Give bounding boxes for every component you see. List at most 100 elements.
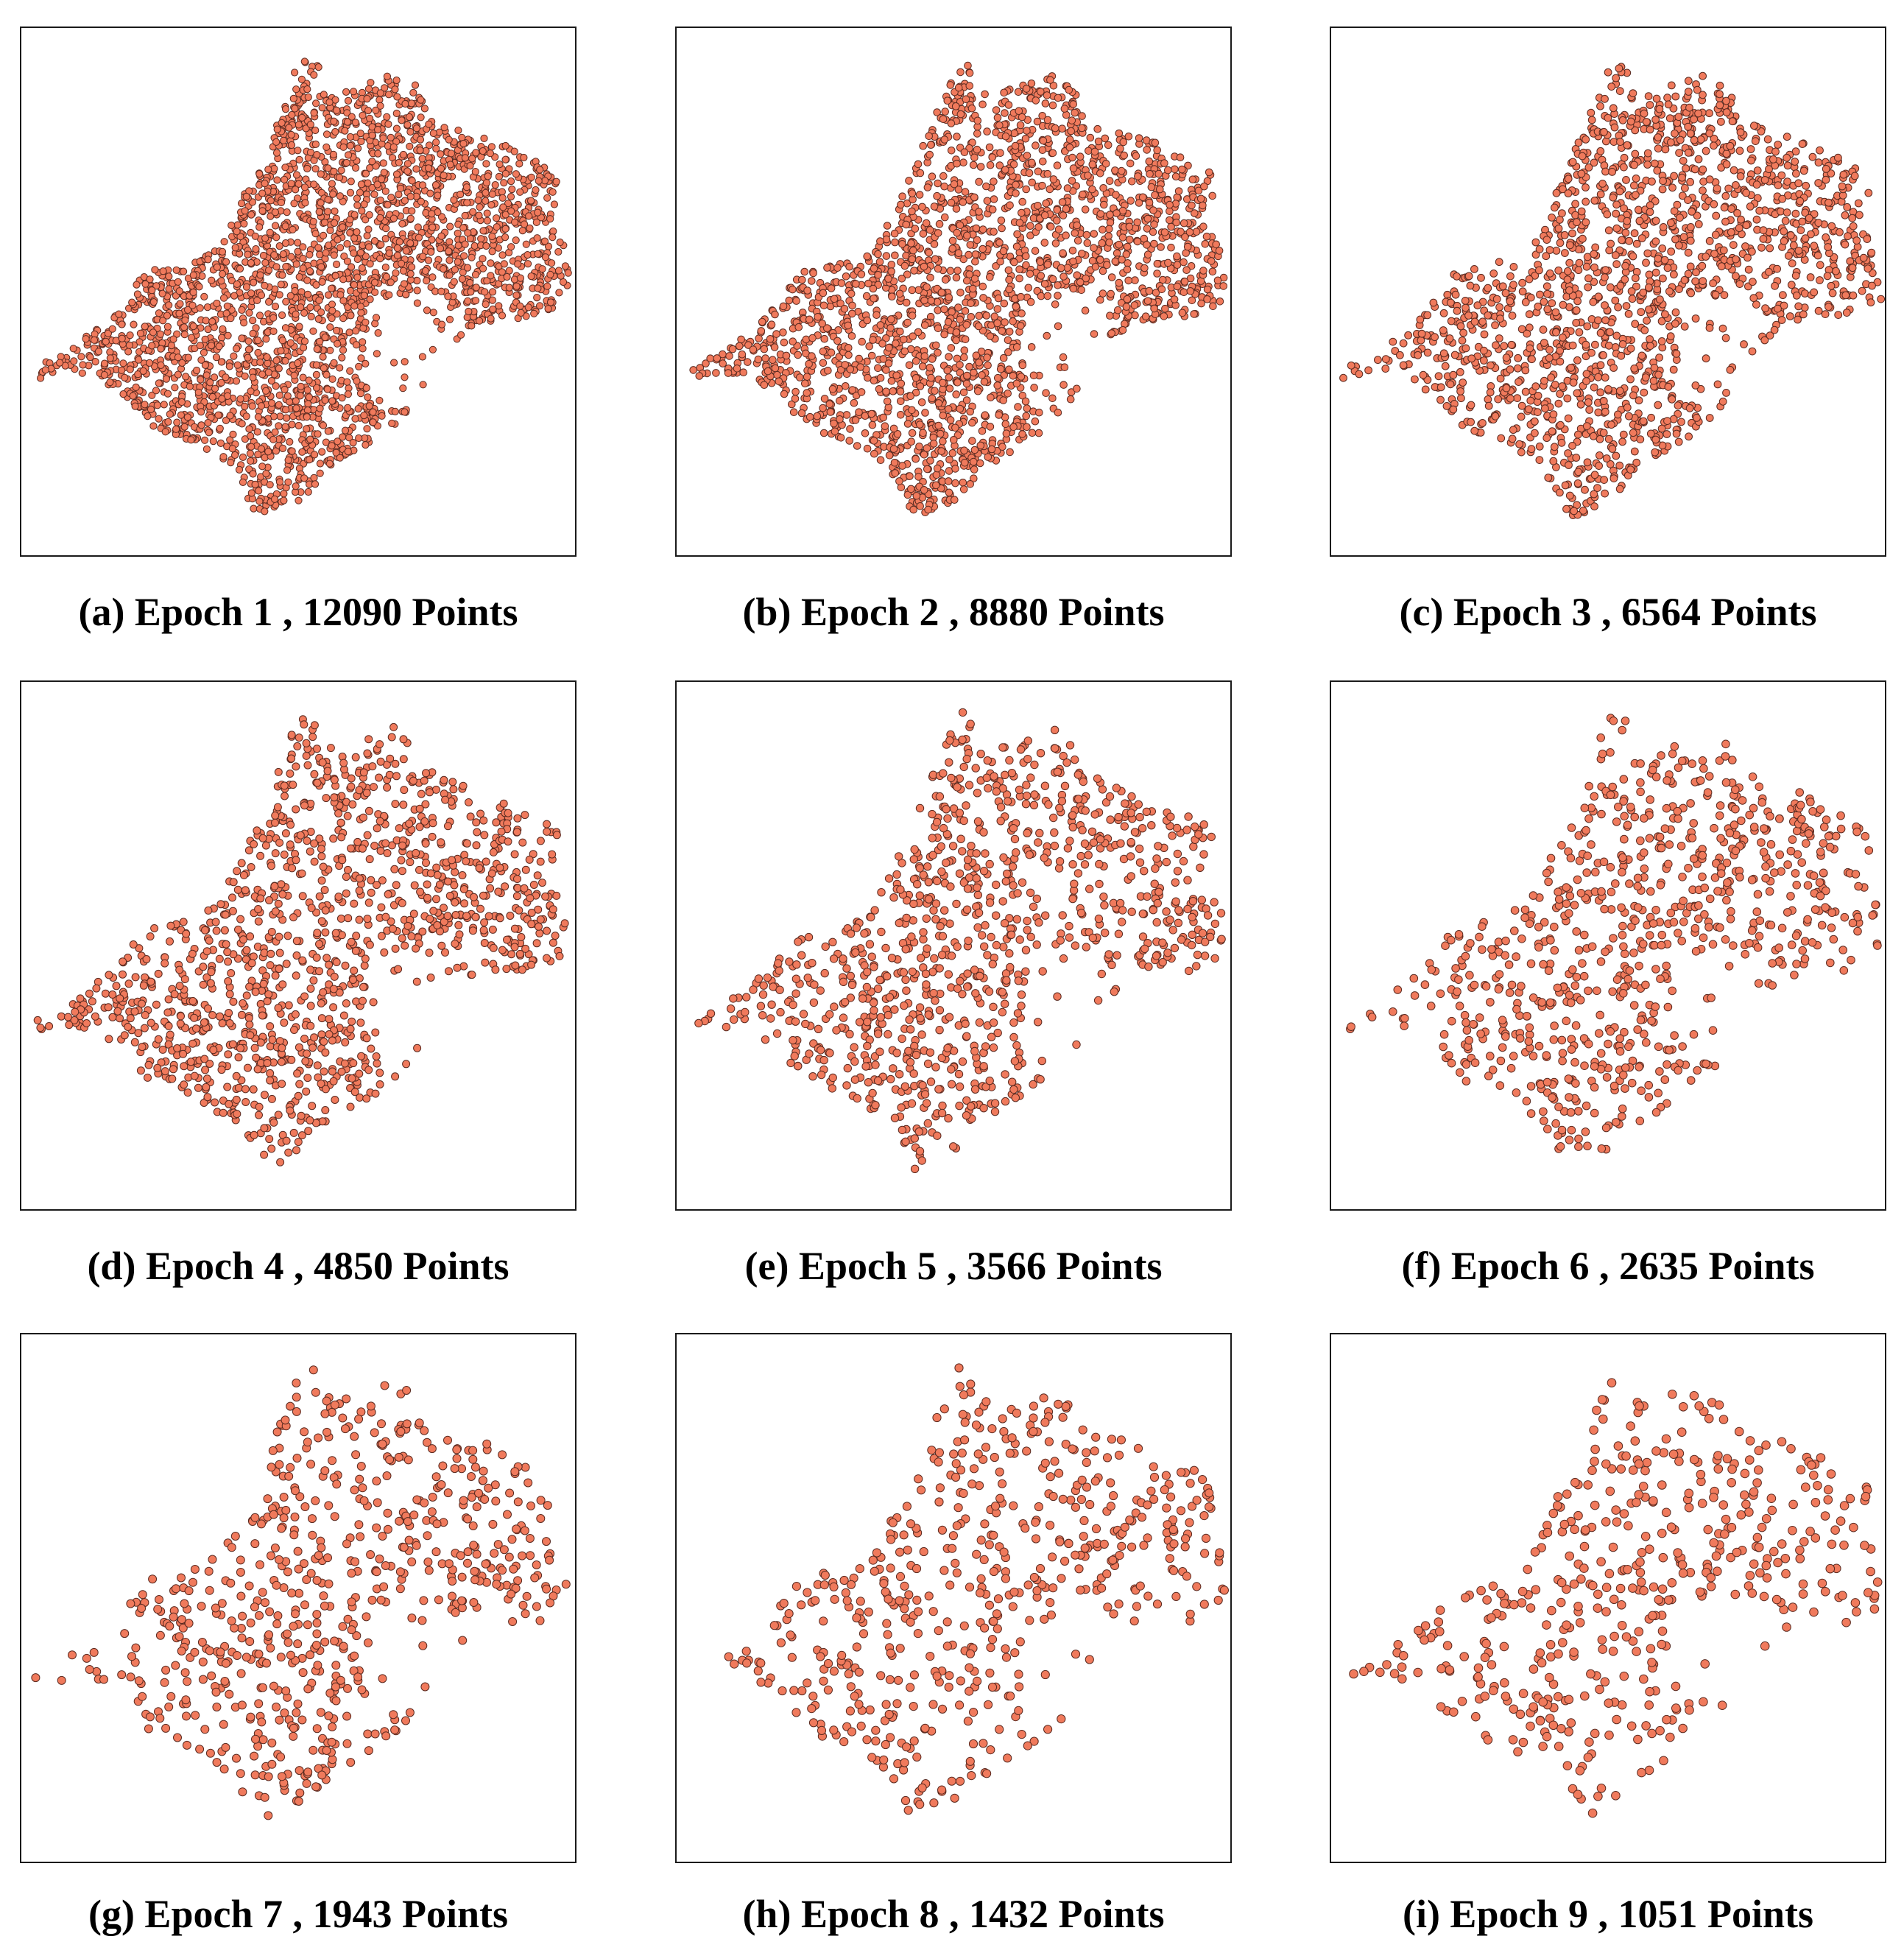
point-mark (222, 309, 230, 317)
point-mark (406, 270, 415, 278)
point-mark (954, 249, 963, 258)
point-mark (330, 117, 338, 125)
point-mark (262, 387, 270, 395)
point-mark (1143, 146, 1152, 154)
point-mark (1001, 318, 1009, 326)
point-mark (153, 401, 161, 409)
point-mark (356, 303, 364, 311)
point-mark (217, 277, 225, 285)
point-mark (1157, 285, 1166, 294)
point-mark (779, 302, 788, 311)
point-mark (366, 114, 374, 122)
point-mark (819, 359, 828, 367)
point-mark (1595, 462, 1604, 470)
point-mark (945, 293, 953, 302)
point-mark (956, 404, 965, 413)
point-mark (840, 305, 849, 313)
point-mark (487, 259, 495, 267)
point-mark (794, 323, 803, 331)
point-mark (994, 294, 1003, 303)
point-mark (1082, 274, 1090, 283)
point-mark (990, 195, 998, 203)
point-mark (912, 374, 920, 382)
point-mark (286, 292, 295, 300)
point-mark (930, 240, 939, 248)
point-mark (1031, 417, 1040, 426)
point-mark (1015, 274, 1023, 283)
point-mark (1047, 222, 1055, 231)
point-mark (421, 267, 430, 275)
point-mark (213, 263, 221, 271)
point-mark (1122, 303, 1131, 311)
point-mark (292, 85, 300, 94)
point-mark (459, 224, 468, 232)
point-mark (1106, 211, 1114, 219)
point-mark (353, 273, 362, 281)
point-mark (391, 85, 399, 94)
point-mark (805, 412, 814, 421)
point-mark (172, 266, 180, 274)
point-mark (1164, 166, 1172, 175)
point-mark (826, 408, 835, 416)
point-mark (408, 263, 416, 271)
point-mark (803, 373, 811, 381)
point-mark (135, 356, 143, 364)
point-mark (1173, 261, 1182, 270)
point-mark (370, 190, 378, 198)
point-mark (1643, 249, 1652, 258)
point-mark (973, 145, 981, 154)
point-mark (418, 353, 427, 361)
point-mark (921, 409, 929, 417)
point-mark (944, 477, 953, 485)
point-mark (167, 342, 175, 350)
point-mark (314, 315, 322, 323)
point-mark (247, 457, 255, 465)
point-mark (1182, 266, 1191, 275)
point-mark (388, 419, 396, 428)
point-mark (1000, 299, 1009, 308)
point-mark (283, 392, 292, 400)
point-mark (165, 272, 173, 281)
point-mark (1158, 275, 1167, 284)
point-mark (269, 314, 278, 322)
point-mark (306, 267, 314, 275)
point-mark (944, 405, 953, 413)
point-mark (323, 385, 331, 393)
point-mark (1046, 76, 1054, 84)
point-mark (382, 272, 390, 281)
point-mark (165, 285, 173, 293)
point-mark (275, 422, 283, 430)
point-mark (956, 361, 964, 369)
point-mark (998, 443, 1006, 451)
point-mark (303, 276, 311, 284)
point-mark (918, 203, 926, 211)
point-mark (533, 294, 541, 302)
point-mark (233, 221, 241, 229)
point-mark (1111, 257, 1120, 266)
point-mark (1068, 153, 1076, 162)
point-mark (445, 256, 454, 264)
map-frame-a (20, 27, 577, 557)
point-mark (1066, 395, 1075, 404)
point-mark (294, 359, 302, 367)
point-mark (477, 235, 485, 243)
point-mark (996, 365, 1005, 373)
point-mark (841, 361, 849, 369)
point-mark (215, 342, 223, 351)
point-mark (956, 221, 965, 230)
point-mark (851, 416, 860, 424)
point-mark (230, 352, 238, 360)
point-mark (358, 264, 366, 272)
point-mark (444, 292, 452, 300)
point-mark (472, 297, 480, 305)
point-mark (156, 330, 164, 338)
point-mark (289, 94, 297, 103)
point-mark (1009, 423, 1018, 432)
point-mark (247, 258, 255, 267)
point-mark (356, 249, 364, 257)
point-mark (1143, 250, 1152, 259)
point-mark (1141, 312, 1150, 321)
point-mark (336, 454, 344, 462)
point-mark (141, 401, 149, 409)
point-mark (952, 328, 961, 337)
